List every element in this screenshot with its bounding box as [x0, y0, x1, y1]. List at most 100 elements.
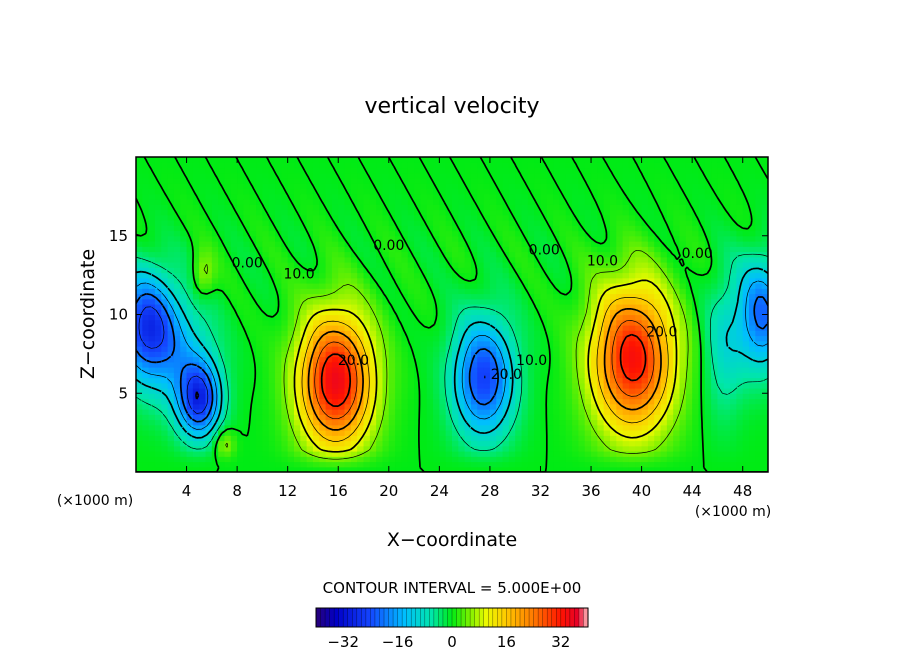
- heat-cell: [224, 267, 232, 274]
- heat-cell: [553, 256, 561, 263]
- heat-cell: [534, 241, 542, 247]
- heat-cell: [224, 288, 232, 295]
- heat-cell: [218, 199, 226, 205]
- heat-cell: [205, 382, 213, 389]
- heat-cell: [211, 330, 219, 337]
- heat-cell: [452, 283, 459, 289]
- heat-cell: [186, 403, 194, 410]
- heat-cell: [205, 388, 213, 394]
- heat-cell: [167, 214, 175, 221]
- heat-cell: [414, 403, 421, 410]
- heat-cell: [407, 340, 415, 347]
- heat-cell: [154, 272, 162, 279]
- heat-cell: [205, 293, 213, 300]
- heat-cell: [136, 183, 143, 190]
- heat-cell: [180, 351, 188, 358]
- heat-cell: [154, 424, 162, 431]
- heat-cell: [224, 325, 232, 331]
- heat-cell: [420, 435, 428, 442]
- heat-cell: [230, 466, 238, 472]
- heat-cell: [205, 277, 213, 284]
- heat-cell: [136, 393, 143, 400]
- heat-cell: [521, 272, 529, 279]
- heat-cell: [312, 440, 320, 447]
- heat-cell: [546, 162, 554, 169]
- heat-cell: [142, 188, 150, 195]
- heat-cell: [148, 382, 156, 389]
- heat-cell: [584, 325, 592, 331]
- heat-cell: [180, 277, 188, 284]
- heat-cell: [262, 251, 270, 258]
- heat-cell: [584, 230, 592, 237]
- heat-cell: [136, 346, 143, 352]
- heat-cell: [603, 451, 611, 457]
- heat-cell: [546, 272, 554, 279]
- heat-cell: [496, 262, 504, 268]
- heat-cell: [287, 214, 295, 221]
- heat-cell: [275, 451, 282, 457]
- heat-cell: [603, 340, 611, 347]
- heat-cell: [527, 466, 535, 472]
- heat-cell: [433, 456, 440, 463]
- heat-cell: [192, 288, 200, 295]
- heat-cell: [540, 372, 548, 379]
- heat-cell: [142, 435, 150, 442]
- heat-cell: [148, 262, 156, 268]
- heat-cell: [452, 430, 459, 436]
- heat-cell: [142, 393, 150, 400]
- heat-cell: [161, 351, 169, 358]
- heat-cell: [597, 309, 605, 316]
- heat-cell: [628, 351, 636, 358]
- heat-cell: [414, 451, 421, 457]
- heat-cell: [553, 361, 561, 368]
- heat-cell: [344, 293, 352, 300]
- heat-cell: [300, 225, 308, 232]
- heat-cell: [420, 393, 428, 400]
- heat-cell: [142, 461, 150, 468]
- heat-cell: [401, 256, 409, 263]
- heat-cell: [357, 346, 365, 352]
- heat-cell: [401, 340, 409, 347]
- heat-cell: [426, 283, 434, 289]
- heat-cell: [148, 388, 156, 394]
- heat-cell: [502, 356, 510, 363]
- heat-cell: [344, 193, 352, 200]
- heat-cell: [154, 246, 162, 253]
- heat-cell: [426, 382, 434, 389]
- heat-cell: [546, 246, 554, 253]
- heat-cell: [622, 445, 630, 452]
- heat-cell: [243, 262, 251, 268]
- heat-cell: [224, 241, 232, 247]
- heat-cell: [559, 225, 567, 232]
- heat-cell: [616, 209, 624, 216]
- heat-cell: [464, 262, 472, 268]
- heat-cell: [622, 403, 630, 410]
- heat-cell: [369, 230, 377, 237]
- heat-cell: [521, 377, 529, 384]
- heat-cell: [628, 382, 636, 389]
- heat-cell: [654, 225, 662, 232]
- heat-cell: [211, 435, 219, 442]
- heat-cell: [300, 183, 308, 190]
- heat-cell: [521, 293, 529, 300]
- heat-cell: [395, 235, 403, 242]
- heat-cell: [275, 314, 282, 321]
- heat-cell: [331, 398, 339, 405]
- heat-cell: [584, 451, 592, 457]
- heat-cell: [489, 188, 497, 195]
- heat-cell: [622, 466, 630, 472]
- heat-cell: [628, 162, 636, 169]
- heat-cell: [572, 325, 579, 331]
- heat-cell: [401, 361, 409, 368]
- heat-cell: [546, 466, 554, 472]
- heat-cell: [401, 461, 409, 468]
- heat-cell: [262, 430, 270, 436]
- heat-cell: [376, 403, 384, 410]
- heat-cell: [628, 430, 636, 436]
- heat-cell: [647, 251, 655, 258]
- heat-cell: [161, 214, 169, 221]
- heat-cell: [262, 220, 270, 226]
- heat-cell: [534, 330, 542, 337]
- heat-cell: [433, 335, 440, 342]
- heat-cell: [508, 340, 516, 347]
